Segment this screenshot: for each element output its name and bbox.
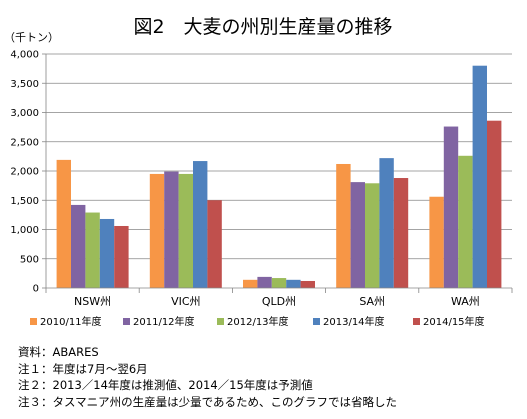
category-label: SA州: [359, 295, 385, 308]
legend-swatch: [313, 318, 320, 325]
y-tick-label: 500: [20, 254, 39, 265]
bar: [487, 120, 502, 288]
bar: [178, 173, 193, 288]
bar: [99, 218, 115, 288]
bar: [85, 212, 100, 288]
y-tick-label: 4,000: [10, 50, 39, 61]
bar: [207, 200, 222, 288]
legend-label: 2013/14年度: [323, 315, 385, 328]
bar: [365, 183, 380, 288]
bar: [300, 280, 315, 288]
legend-swatch: [217, 318, 224, 325]
y-tick-label: 3,000: [10, 108, 39, 119]
bar: [286, 279, 301, 288]
note-2: 注２：2013／14年度は推測値、2014／15年度は予測値: [18, 378, 313, 392]
notes: 資料：ABARES 注１：年度は7月～翌6月 注２：2013／14年度は推測値、…: [18, 344, 397, 410]
note-3: 注３：タスマニア州の生産量は少量であるため、このグラフでは省略した: [18, 394, 398, 409]
bar: [114, 225, 129, 288]
legend-swatch: [30, 318, 37, 325]
y-tick-label: 1,000: [10, 225, 39, 236]
legend-swatch: [413, 318, 420, 325]
barley-production-chart: 図2 大麦の州別生産量の推移 （千トン） 0 500 1,000 1,500 2,000…: [4, 16, 513, 328]
y-tick-label: 1,500: [10, 196, 39, 207]
legend-label: 2014/15年度: [423, 315, 485, 328]
bar: [271, 278, 287, 288]
note-source: 資料：ABARES: [18, 345, 99, 359]
bar: [71, 204, 86, 288]
y-tick-label: 2,000: [10, 167, 39, 178]
legend-label: 2012/13年度: [227, 315, 289, 328]
bar: [243, 279, 258, 288]
unit-label: （千トン）: [4, 31, 59, 44]
category-label: NSW州: [74, 295, 111, 308]
category-label: QLD州: [262, 295, 296, 308]
y-tick-label: 3,500: [10, 79, 39, 90]
bars: [56, 65, 502, 288]
bar: [443, 126, 459, 288]
legend-swatch: [123, 318, 130, 325]
legend-label: 2010/11年度: [40, 315, 102, 328]
bar: [56, 159, 71, 288]
y-tick-label: 2,500: [10, 137, 39, 148]
bar: [472, 65, 487, 288]
bar: [193, 161, 208, 288]
bar: [379, 158, 394, 288]
y-axis-ticks: 0 500 1,000 1,500 2,000 2,500 3,000 3,500 4,000: [10, 50, 39, 295]
category-label: WA州: [451, 295, 480, 308]
bar: [149, 173, 165, 288]
axes: [42, 53, 513, 293]
bar: [164, 171, 179, 288]
category-labels: NSW州 VIC州 QLD州 SA州 WA州: [74, 295, 480, 308]
chart-title: 図2 大麦の州別生産量の推移: [133, 16, 392, 38]
bar: [393, 178, 409, 288]
note-1: 注１：年度は7月～翌6月: [18, 361, 148, 376]
legend: 2010/11年度 2011/12年度 2012/13年度 2013/14年度 2014…: [30, 315, 485, 328]
bar: [350, 182, 365, 288]
category-label: VIC州: [171, 295, 200, 308]
bar: [336, 163, 351, 288]
bar: [257, 276, 272, 288]
bar: [458, 155, 473, 288]
y-tick-label: 0: [33, 284, 39, 295]
legend-label: 2011/12年度: [133, 315, 195, 328]
bar: [429, 196, 444, 288]
